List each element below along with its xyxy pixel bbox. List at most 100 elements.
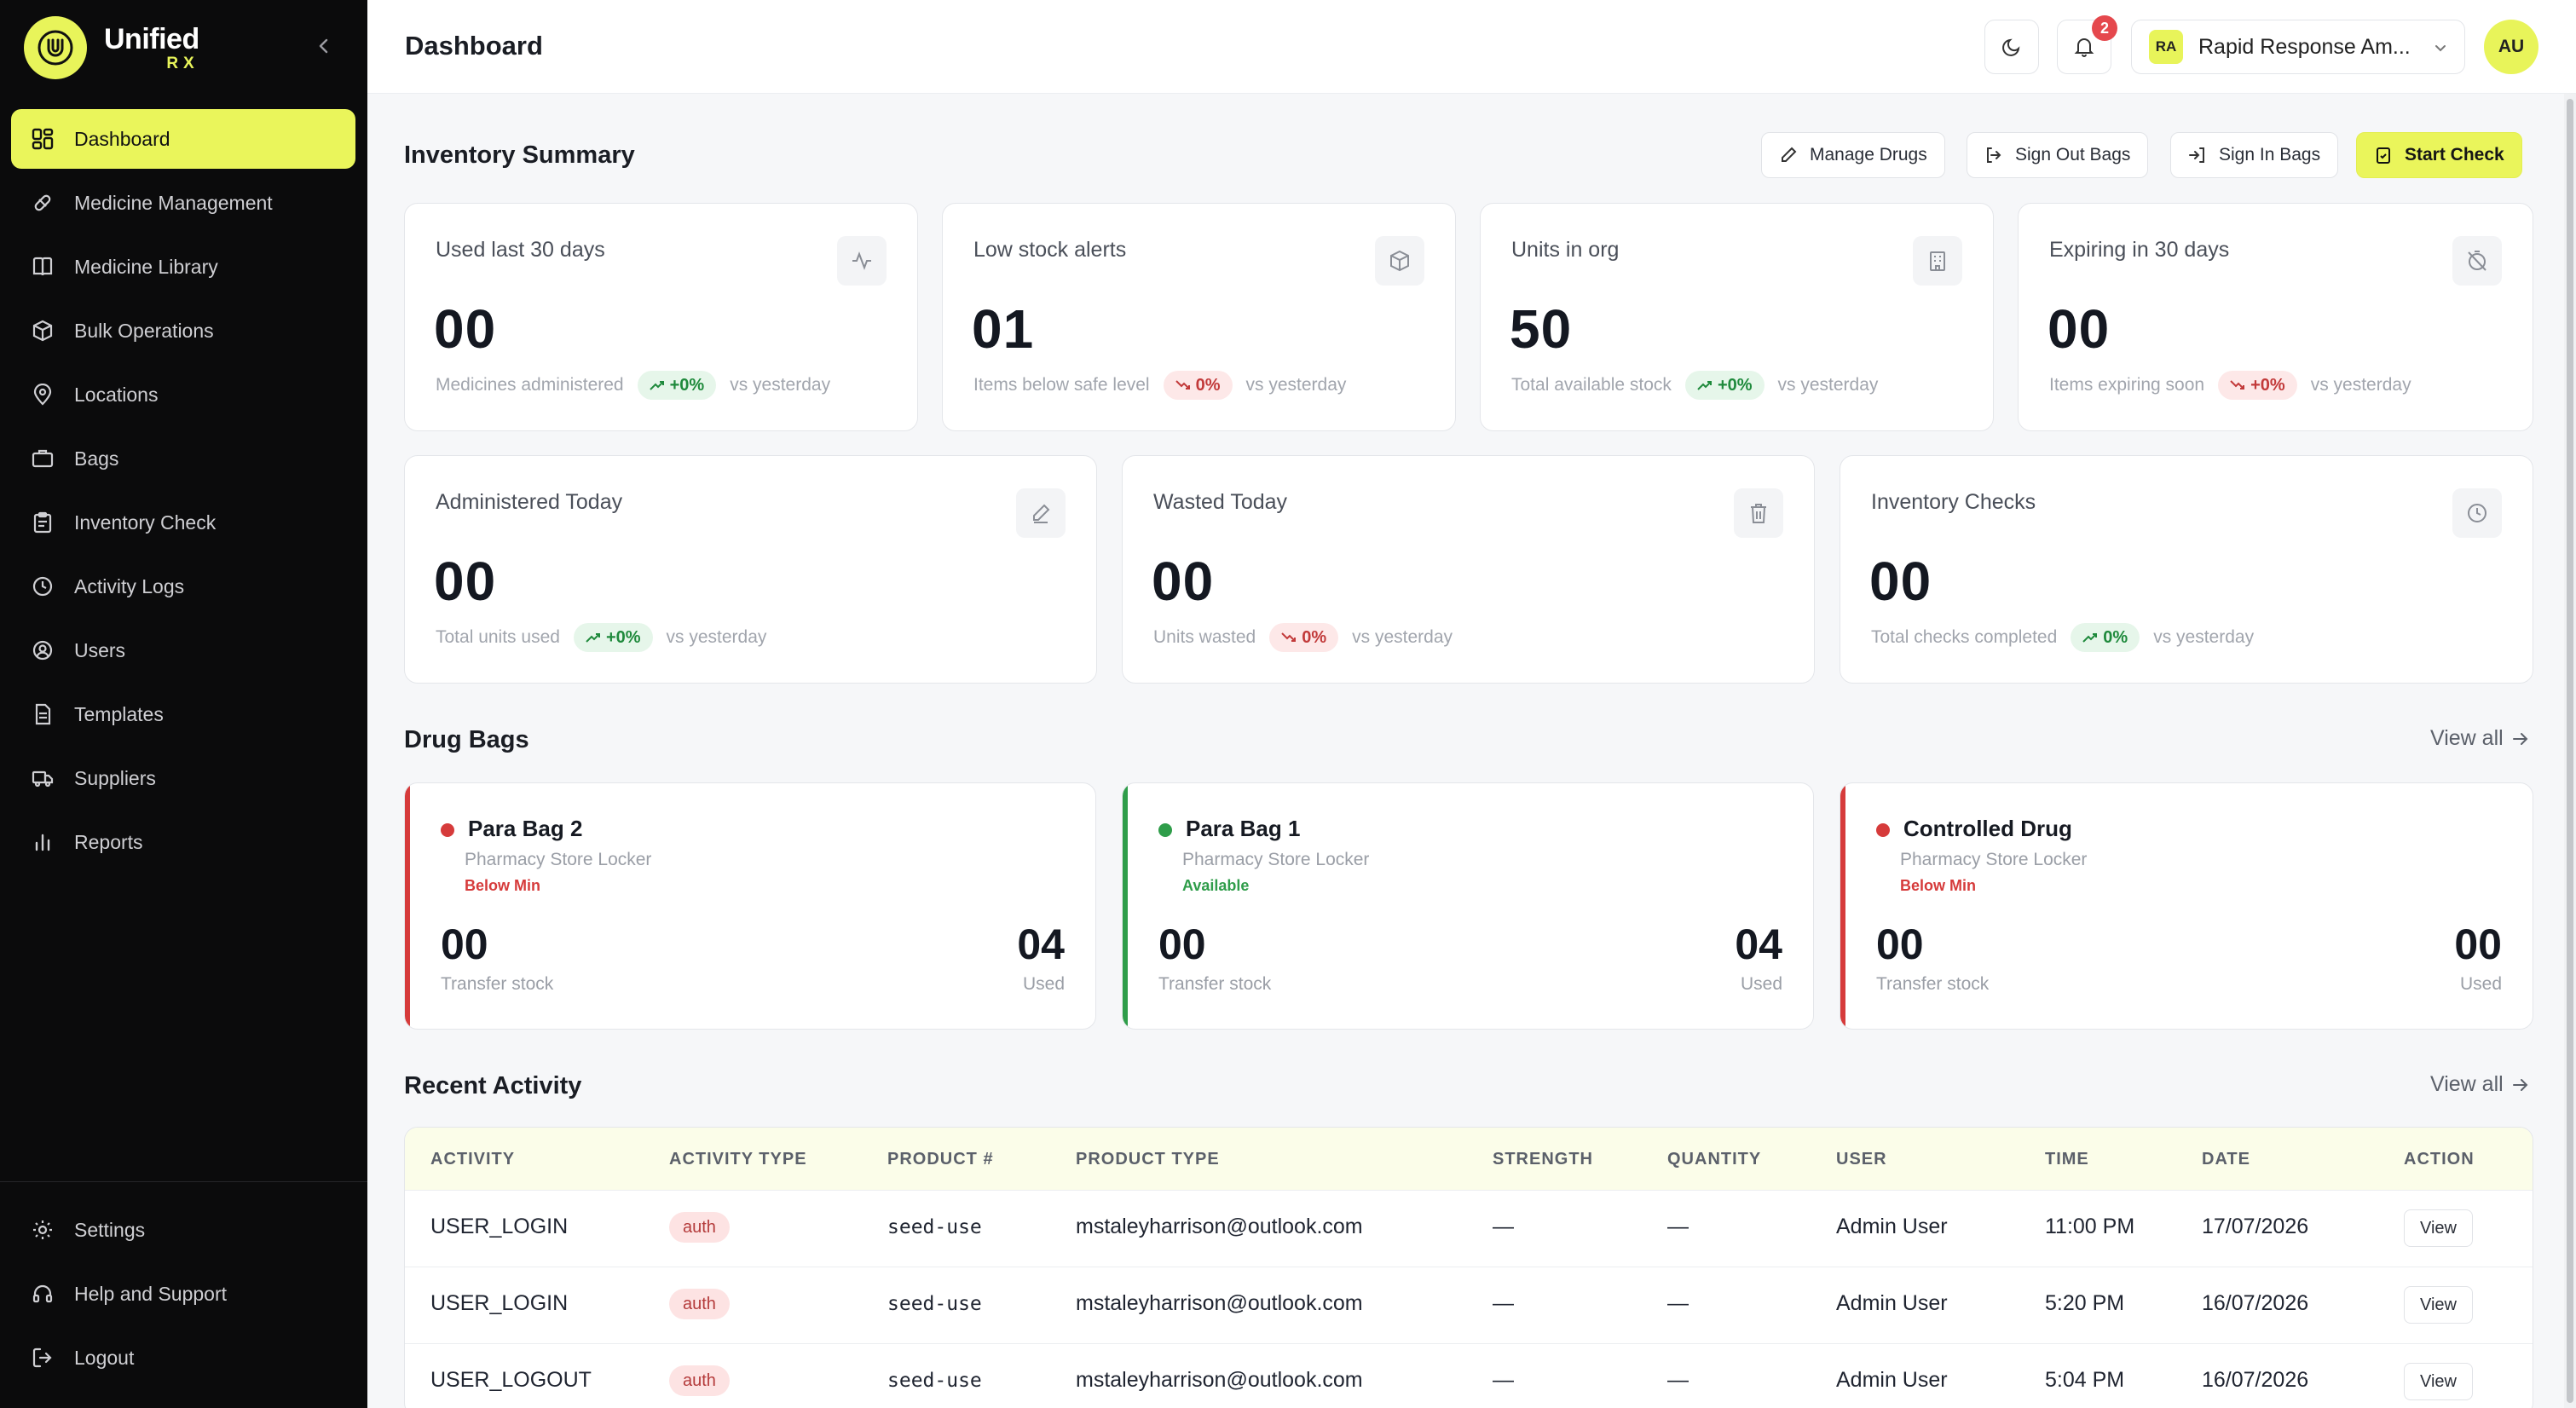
headset-icon	[30, 1281, 55, 1307]
chevron-left-icon	[319, 38, 328, 54]
sidebar-item-logout[interactable]: Logout	[11, 1328, 355, 1388]
stat-label: Expiring in 30 days	[2049, 238, 2230, 262]
bag-transfer-value: 00	[1158, 920, 1206, 968]
user-avatar[interactable]: AU	[2484, 20, 2538, 74]
stat-card-units-in-org: Units in org 50 Total available stock +0…	[1480, 203, 1994, 431]
org-name: Rapid Response Am...	[2198, 34, 2411, 59]
sidebar-item-users[interactable]: Users	[11, 620, 355, 680]
column-header: PRODUCT #	[887, 1150, 994, 1169]
cell-date: 16/07/2026	[2202, 1368, 2309, 1392]
stat-footer: Units wasted 0% vs yesterday	[1153, 623, 1453, 652]
stat-footer: Total checks completed 0% vs yesterday	[1871, 623, 2254, 652]
sidebar-item-activity-logs[interactable]: Activity Logs	[11, 557, 355, 616]
recent-activity-table: ACTIVITY ACTIVITY TYPE PRODUCT # PRODUCT…	[404, 1127, 2533, 1408]
bag-card-controlled-drug[interactable]: Controlled Drug Pharmacy Store Locker Be…	[1840, 782, 2533, 1030]
bag-card-para-bag-2[interactable]: Para Bag 2 Pharmacy Store Locker Below M…	[404, 782, 1096, 1030]
stat-description: Medicines administered	[436, 375, 624, 395]
sidebar-divider	[0, 1181, 367, 1182]
sign-in-bags-button[interactable]: Sign In Bags	[2170, 132, 2339, 178]
column-header: PRODUCT TYPE	[1076, 1150, 1220, 1169]
stat-value: 50	[1510, 298, 1573, 360]
sidebar-item-dashboard[interactable]: Dashboard	[11, 109, 355, 169]
scroll-thumb[interactable]	[2567, 99, 2573, 1403]
scrollbar[interactable]	[2564, 94, 2576, 1408]
recent-activity-view-all-link[interactable]: View all	[2430, 1072, 2529, 1097]
sidebar-item-inventory-check[interactable]: Inventory Check	[11, 493, 355, 552]
stat-label: Used last 30 days	[436, 238, 605, 262]
status-dot	[441, 823, 454, 837]
clock-icon	[30, 574, 55, 599]
cell-strength: —	[1493, 1291, 1514, 1315]
sign-out-bags-button[interactable]: Sign Out Bags	[1967, 132, 2149, 178]
sidebar-item-label: Medicine Management	[74, 191, 273, 214]
cell-strength: —	[1493, 1368, 1514, 1392]
view-all-label: View all	[2430, 1072, 2504, 1096]
cell-quantity: —	[1667, 1291, 1689, 1315]
stat-value: 00	[434, 298, 497, 360]
timer-off-icon	[2452, 236, 2502, 286]
brand-logo-icon	[24, 16, 87, 79]
change-value: +0%	[1717, 375, 1753, 395]
stat-suffix: vs yesterday	[2153, 627, 2255, 647]
activity-type-badge: auth	[669, 1212, 730, 1243]
activity-icon	[837, 236, 887, 286]
building-icon	[1913, 236, 1962, 286]
sidebar-item-settings[interactable]: Settings	[11, 1200, 355, 1260]
sidebar-item-medicine-library[interactable]: Medicine Library	[11, 237, 355, 297]
column-header: QUANTITY	[1667, 1150, 1762, 1169]
bag-transfer-value: 00	[1876, 920, 1924, 968]
theme-toggle-button[interactable]	[1984, 20, 2039, 74]
change-pill: +0%	[1684, 371, 1765, 400]
stat-suffix: vs yesterday	[666, 627, 767, 647]
sidebar-item-label: Logout	[74, 1346, 135, 1369]
sidebar-item-suppliers[interactable]: Suppliers	[11, 748, 355, 808]
stat-label: Administered Today	[436, 490, 623, 514]
stat-suffix: vs yesterday	[1777, 375, 1879, 395]
notifications-button[interactable]: 2	[2057, 15, 2117, 74]
stat-card-used-30-days: Used last 30 days 00 Medicines administe…	[404, 203, 918, 431]
arrow-right-icon	[2512, 1078, 2528, 1091]
sidebar-item-label: Inventory Check	[74, 511, 217, 534]
sidebar-nav: Dashboard Medicine Management Medicine L…	[11, 109, 355, 876]
book-icon	[30, 254, 55, 280]
sidebar-item-bags[interactable]: Bags	[11, 429, 355, 488]
bag-name: Para Bag 1	[1186, 816, 1301, 841]
brand[interactable]: Unified RX	[24, 15, 199, 80]
trend-up-icon	[586, 633, 600, 643]
sidebar-item-templates[interactable]: Templates	[11, 684, 355, 744]
bag-transfer-label: Transfer stock	[1158, 974, 1272, 994]
briefcase-icon	[30, 446, 55, 471]
stat-label: Wasted Today	[1153, 490, 1288, 514]
cell-date: 17/07/2026	[2202, 1215, 2309, 1238]
view-button[interactable]: View	[2404, 1286, 2473, 1324]
bag-location: Pharmacy Store Locker	[1900, 850, 2088, 869]
start-check-button[interactable]: Start Check	[2356, 132, 2522, 178]
sidebar-item-help[interactable]: Help and Support	[11, 1264, 355, 1324]
pencil-icon	[1016, 488, 1066, 538]
change-pill: +0%	[2218, 371, 2297, 400]
sidebar-item-locations[interactable]: Locations	[11, 365, 355, 424]
organization-select[interactable]: RA Rapid Response Am...	[2131, 20, 2465, 74]
sidebar-item-medicine-management[interactable]: Medicine Management	[11, 173, 355, 233]
bag-status: Below Min	[465, 877, 540, 894]
cell-product: seed-use	[887, 1293, 982, 1315]
change-pill: +0%	[573, 623, 653, 652]
stat-card-administered-today: Administered Today 00 Total units used +…	[404, 455, 1097, 684]
stat-card-low-stock: Low stock alerts 01 Items below safe lev…	[942, 203, 1456, 431]
drug-bags-view-all-link[interactable]: View all	[2430, 726, 2529, 751]
bag-card-para-bag-1[interactable]: Para Bag 1 Pharmacy Store Locker Availab…	[1122, 782, 1814, 1030]
stat-footer: Total units used +0% vs yesterday	[436, 623, 766, 652]
change-value: +0%	[669, 375, 705, 395]
view-button[interactable]: View	[2404, 1209, 2473, 1247]
sidebar-item-label: Reports	[74, 830, 143, 853]
sidebar-item-reports[interactable]: Reports	[11, 812, 355, 872]
sidebar-item-bulk-operations[interactable]: Bulk Operations	[11, 301, 355, 361]
column-header: ACTION	[2404, 1150, 2475, 1169]
view-button[interactable]: View	[2404, 1363, 2473, 1400]
manage-drugs-button[interactable]: Manage Drugs	[1761, 132, 1945, 178]
cell-user: Admin User	[1836, 1291, 1948, 1315]
stat-value: 00	[1152, 551, 1215, 612]
sidebar-item-label: Templates	[74, 702, 164, 725]
collapse-sidebar-button[interactable]	[312, 34, 336, 58]
cell-product-type: mstaleyharrison@outlook.com	[1076, 1291, 1363, 1315]
